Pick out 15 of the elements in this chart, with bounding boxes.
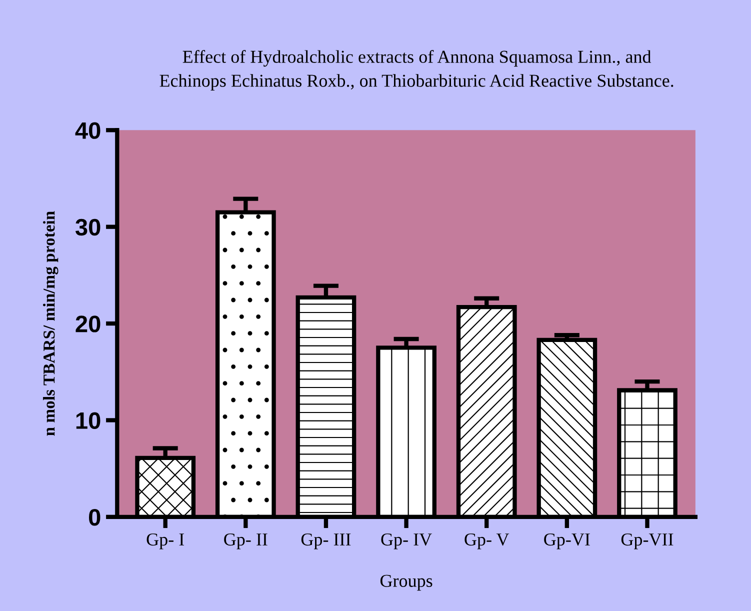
x-axis-title: Groups (380, 574, 432, 591)
y-tick-label: 20 (76, 316, 100, 332)
y-tick-label: 0 (88, 508, 100, 526)
y-tick-label: 30 (75, 218, 100, 236)
chart-title: Effect of Hydroalcholic extracts of Annona Squamosa Linn., and Echinops Echinatus Roxb., on Thiobarbituric Acid Reactive Substance. (160, 50, 674, 91)
y-tick-label: 40 (75, 122, 100, 139)
x-tick-label: Gp-VII (621, 533, 674, 550)
x-tick-label: Gp- III (301, 533, 351, 550)
x-tick-label: Gp- V (464, 533, 510, 550)
x-tick-label: Gp- IV (381, 533, 432, 550)
x-tick-label: Gp- I (146, 533, 184, 550)
y-tick-label: 10 (76, 412, 100, 430)
y-axis-title: n mols TBARS/ min/mg protein (43, 211, 58, 436)
x-tick-label: Gp-VI (544, 533, 590, 550)
x-tick-label: Gp- II (224, 533, 268, 550)
